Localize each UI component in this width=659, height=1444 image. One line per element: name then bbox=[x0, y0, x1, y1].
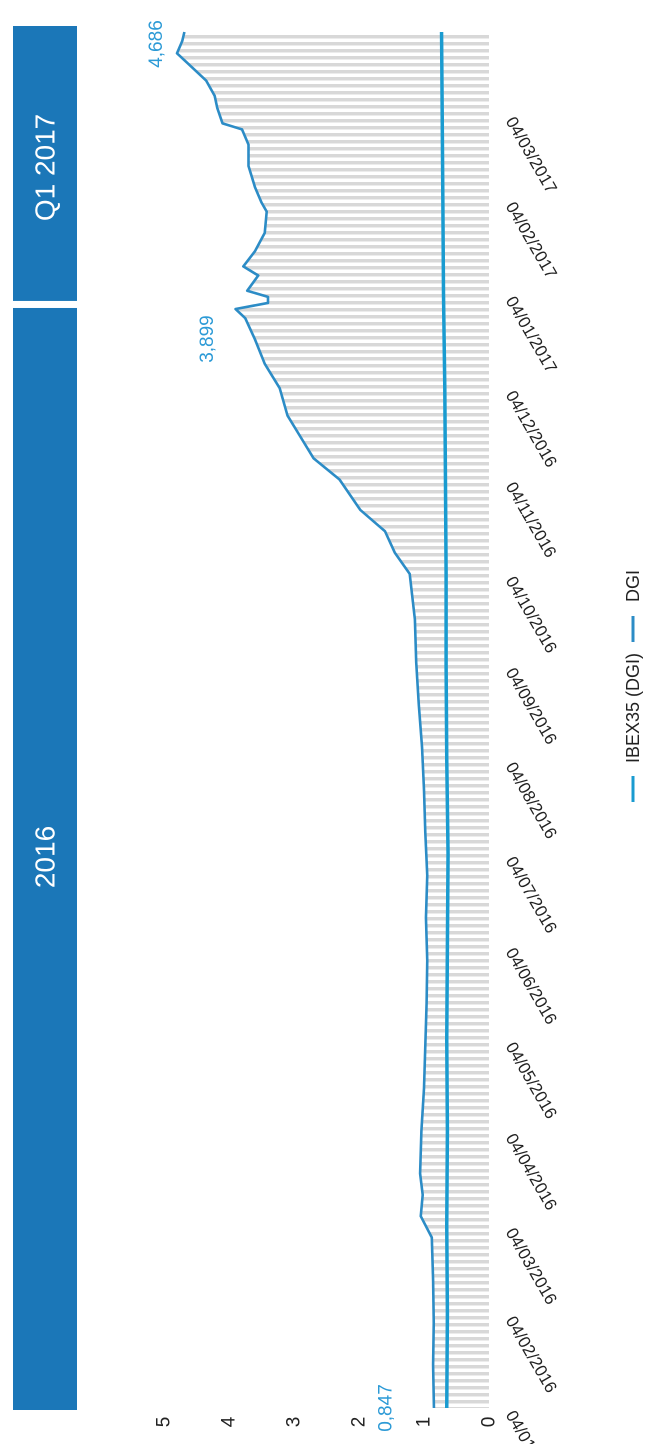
series-lines bbox=[175, 31, 450, 1409]
x-tick-label: 04/05/2016 bbox=[502, 1039, 561, 1122]
x-tick-label: 04/01/2017 bbox=[502, 293, 561, 376]
x-tick-label: 04/08/2016 bbox=[502, 759, 561, 842]
x-tick-label: 04/10/2016 bbox=[502, 573, 561, 656]
period-bands: 2016 Q1 2017 bbox=[13, 26, 77, 1410]
period-band bbox=[13, 307, 77, 1410]
data-label: 3,899 bbox=[197, 315, 218, 363]
hatched-area bbox=[177, 32, 489, 1408]
series-line-ibex35 bbox=[439, 31, 450, 1409]
period-band bbox=[13, 26, 77, 301]
x-tick-label: 04/02/2016 bbox=[502, 1313, 561, 1396]
y-tick-label: 1 bbox=[414, 1417, 435, 1428]
period-label: Q1 2017 bbox=[30, 114, 61, 221]
x-tick-label: 04/04/2016 bbox=[502, 1130, 561, 1213]
y-tick-label: 3 bbox=[284, 1417, 305, 1428]
legend: IBEX35 (DGI) DGI bbox=[623, 570, 643, 802]
y-tick-label: 0 bbox=[479, 1417, 500, 1428]
x-tick-label: 04/03/2016 bbox=[502, 1225, 561, 1308]
y-tick-label: 2 bbox=[349, 1417, 370, 1428]
annotations: 0,847 3,899 4,686 bbox=[146, 20, 397, 1432]
series-line-dgi bbox=[175, 31, 436, 1409]
y-axis-ticks: 0 1 2 3 4 5 bbox=[154, 1416, 500, 1427]
x-tick-label: 04/12/2016 bbox=[502, 387, 561, 470]
area-fill bbox=[177, 32, 489, 1408]
x-tick-label: 04/07/2016 bbox=[502, 853, 561, 936]
x-tick-label: 04/09/2016 bbox=[502, 664, 561, 747]
x-tick-label: 04/06/2016 bbox=[502, 945, 561, 1028]
data-label: 4,686 bbox=[146, 20, 167, 68]
y-tick-label: 5 bbox=[154, 1417, 175, 1428]
legend-label: IBEX35 (DGI) bbox=[623, 653, 643, 763]
period-label: 2016 bbox=[30, 826, 61, 888]
legend-label: DGI bbox=[623, 570, 643, 602]
data-label: 0,847 bbox=[375, 1384, 396, 1432]
y-tick-label: 4 bbox=[219, 1416, 240, 1427]
x-tick-label: 04/02/2017 bbox=[502, 199, 561, 282]
x-tick-label: 04/01/2016 bbox=[502, 1407, 561, 1444]
x-tick-label: 04/11/2016 bbox=[502, 479, 560, 561]
x-tick-label: 04/03/2017 bbox=[502, 113, 561, 196]
